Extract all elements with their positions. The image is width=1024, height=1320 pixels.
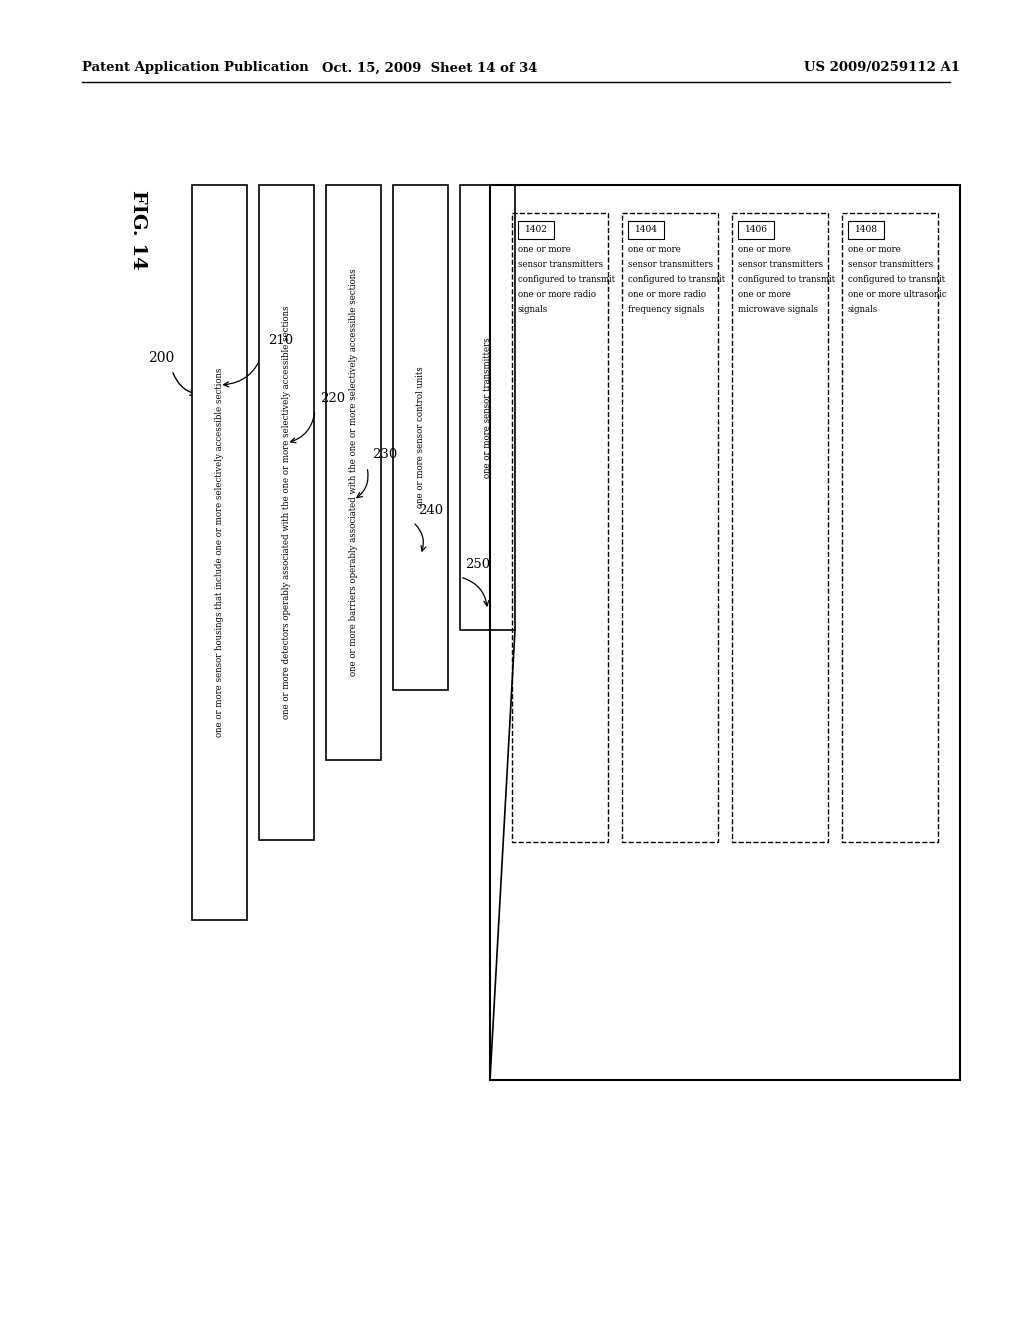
Text: 1406: 1406	[744, 226, 768, 235]
Text: one or more detectors operably associated with the one or more selectively acces: one or more detectors operably associate…	[282, 306, 291, 719]
Bar	[259, 185, 314, 840]
Bar	[738, 220, 774, 239]
Text: 240: 240	[418, 503, 443, 516]
Text: one or more: one or more	[738, 246, 791, 253]
Text: signals: signals	[518, 305, 548, 314]
Text: microwave signals: microwave signals	[738, 305, 818, 314]
Text: sensor transmitters: sensor transmitters	[518, 260, 603, 269]
Text: one or more: one or more	[848, 246, 901, 253]
Text: configured to transmit: configured to transmit	[518, 275, 615, 284]
Text: 250: 250	[465, 558, 490, 572]
FancyArrowPatch shape	[223, 355, 262, 387]
FancyArrowPatch shape	[173, 372, 196, 396]
Text: 1402: 1402	[524, 226, 548, 235]
FancyArrowPatch shape	[291, 413, 314, 442]
Bar	[460, 185, 515, 630]
Text: 220: 220	[319, 392, 345, 404]
Text: 230: 230	[372, 449, 397, 462]
Bar	[512, 213, 608, 842]
Bar	[842, 213, 938, 842]
Bar	[848, 220, 884, 239]
FancyArrowPatch shape	[357, 470, 368, 498]
Text: FIG. 14: FIG. 14	[129, 190, 147, 269]
FancyArrowPatch shape	[463, 578, 488, 606]
Text: one or more: one or more	[518, 246, 570, 253]
Bar	[732, 213, 828, 842]
Text: signals: signals	[848, 305, 879, 314]
Text: 210: 210	[268, 334, 293, 346]
Text: 200: 200	[148, 351, 174, 366]
Bar	[490, 185, 961, 1080]
Text: Patent Application Publication: Patent Application Publication	[82, 62, 309, 74]
Bar	[393, 185, 449, 690]
Text: frequency signals: frequency signals	[628, 305, 705, 314]
Bar	[193, 185, 247, 920]
Text: configured to transmit: configured to transmit	[848, 275, 945, 284]
Text: 1404: 1404	[635, 226, 657, 235]
Text: one or more: one or more	[738, 290, 791, 300]
Text: one or more sensor transmitters: one or more sensor transmitters	[483, 337, 492, 478]
Text: one or more radio: one or more radio	[518, 290, 596, 300]
Text: Oct. 15, 2009  Sheet 14 of 34: Oct. 15, 2009 Sheet 14 of 34	[323, 62, 538, 74]
Text: configured to transmit: configured to transmit	[738, 275, 836, 284]
Text: one or more sensor control units: one or more sensor control units	[416, 367, 425, 508]
Bar	[518, 220, 554, 239]
Text: 1408: 1408	[854, 226, 878, 235]
Text: sensor transmitters: sensor transmitters	[848, 260, 933, 269]
FancyArrowPatch shape	[415, 524, 426, 550]
Text: sensor transmitters: sensor transmitters	[738, 260, 823, 269]
Text: one or more: one or more	[628, 246, 681, 253]
Bar	[326, 185, 381, 760]
Text: one or more radio: one or more radio	[628, 290, 706, 300]
Bar	[622, 213, 718, 842]
Bar	[628, 220, 664, 239]
Text: US 2009/0259112 A1: US 2009/0259112 A1	[804, 62, 961, 74]
Text: configured to transmit: configured to transmit	[628, 275, 725, 284]
Text: one or more sensor housings that include one or more selectively accessible sect: one or more sensor housings that include…	[215, 368, 224, 737]
Text: one or more ultrasonic: one or more ultrasonic	[848, 290, 946, 300]
Text: sensor transmitters: sensor transmitters	[628, 260, 713, 269]
Text: one or more barriers operably associated with the one or more selectively access: one or more barriers operably associated…	[349, 269, 358, 676]
